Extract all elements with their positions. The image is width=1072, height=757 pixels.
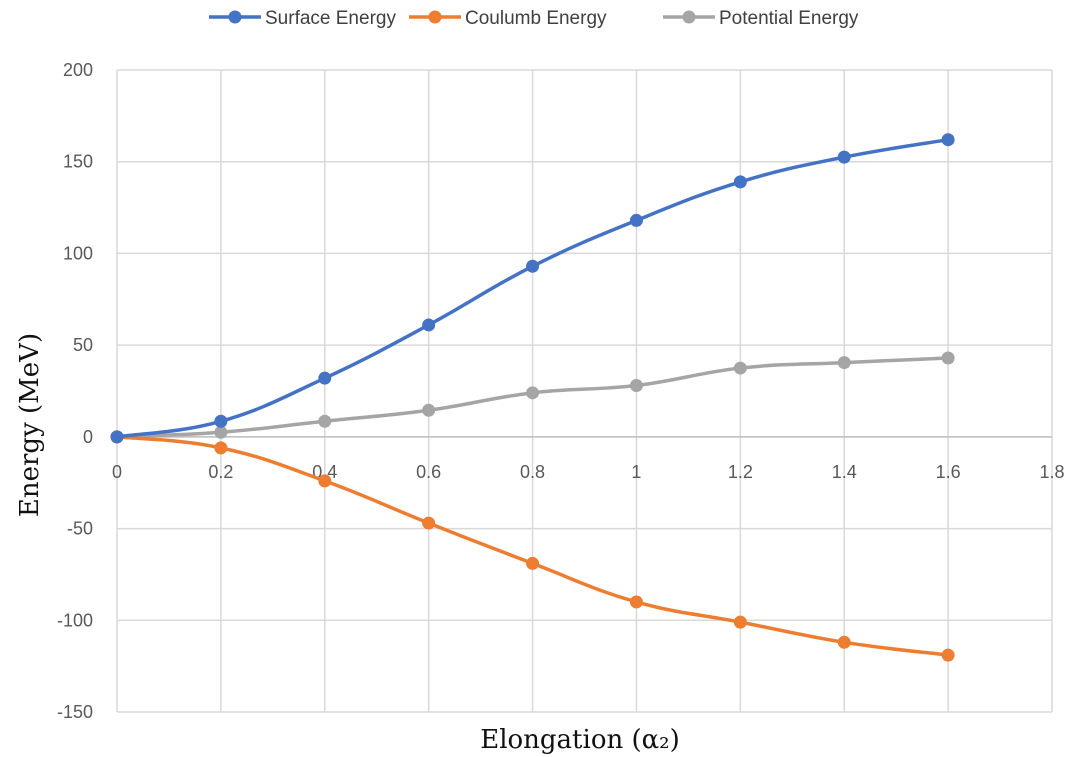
y-tick-label: -150 xyxy=(57,702,93,722)
legend-swatch-marker xyxy=(682,10,696,24)
coulumb-energy-point xyxy=(318,474,332,488)
x-tick-label: 1 xyxy=(631,462,641,482)
series xyxy=(110,133,955,662)
y-axis-title: Energy (MeV) xyxy=(15,333,45,517)
y-tick-label: 0 xyxy=(83,427,93,447)
coulumb-energy-point xyxy=(422,516,436,530)
surface-energy-point xyxy=(526,259,540,273)
potential-energy-point xyxy=(422,403,436,417)
surface-energy-point xyxy=(733,175,747,189)
x-tick-label: 0.6 xyxy=(416,462,441,482)
legend-label: Potential Energy xyxy=(719,8,859,29)
x-tick-label: 0 xyxy=(112,462,122,482)
potential-energy-point xyxy=(214,425,228,439)
x-tick-label: 1.8 xyxy=(1039,462,1064,482)
coulumb-energy-point xyxy=(214,441,228,455)
surface-energy-point xyxy=(318,371,332,385)
potential-energy-point xyxy=(837,356,851,370)
y-tick-label: 150 xyxy=(63,152,93,172)
potential-energy-point xyxy=(629,378,643,392)
y-tick-label: -50 xyxy=(67,519,93,539)
coulumb-energy-point xyxy=(733,615,747,629)
grid xyxy=(116,69,1053,713)
y-tick-label: 100 xyxy=(63,243,93,263)
y-tick-label: -100 xyxy=(57,610,93,630)
surface-energy-point xyxy=(837,150,851,164)
legend-swatch-marker xyxy=(228,10,242,24)
x-tick-label: 0.2 xyxy=(208,462,233,482)
legend: Surface Energy Coulumb Energy Potential En… xyxy=(209,8,859,29)
potential-energy-point xyxy=(941,351,955,365)
coulumb-energy-point xyxy=(941,648,955,662)
series-surface-energy xyxy=(110,133,955,444)
surface-energy-point xyxy=(629,213,643,227)
coulumb-energy-point xyxy=(526,556,540,570)
x-tick-label: 1.4 xyxy=(832,462,857,482)
y-tick-label: 200 xyxy=(63,60,93,80)
legend-item-surface-energy: Surface Energy xyxy=(209,8,396,29)
surface-energy-point xyxy=(941,133,955,147)
potential-energy-point xyxy=(318,414,332,428)
potential-energy-point xyxy=(733,361,747,375)
x-tick-label: 1.6 xyxy=(936,462,961,482)
legend-swatch-marker xyxy=(428,10,442,24)
coulumb-energy-point xyxy=(629,595,643,609)
surface-energy-point xyxy=(422,318,436,332)
surface-energy-point xyxy=(110,430,124,444)
x-tick-label: 0.8 xyxy=(520,462,545,482)
x-tick-label: 1.2 xyxy=(728,462,753,482)
legend-item-potential-energy: Potential Energy xyxy=(663,8,859,29)
series-coulumb-energy xyxy=(110,430,955,662)
y-tick-label: 50 xyxy=(73,335,93,355)
surface-energy-point xyxy=(214,414,228,428)
legend-label: Coulumb Energy xyxy=(465,8,607,29)
x-axis-title: Elongation (α₂) xyxy=(480,725,680,755)
legend-item-coulumb-energy: Coulumb Energy xyxy=(409,8,607,29)
legend-label: Surface Energy xyxy=(265,8,396,29)
potential-energy-point xyxy=(526,386,540,400)
coulumb-energy-point xyxy=(837,635,851,649)
